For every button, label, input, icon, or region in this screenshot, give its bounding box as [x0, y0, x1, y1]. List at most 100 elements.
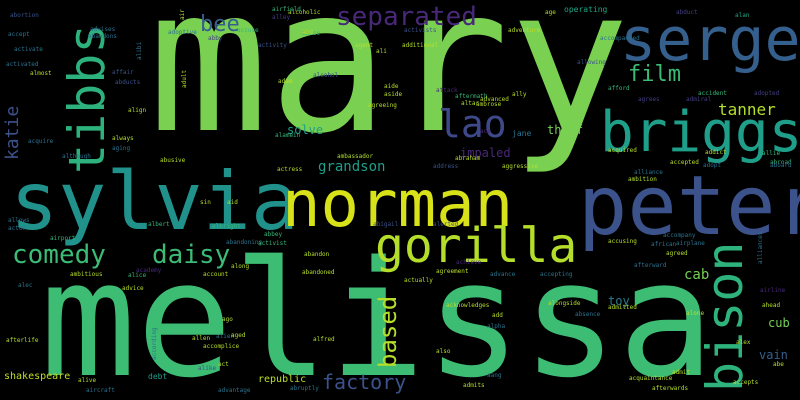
word-alike: alike — [198, 365, 217, 372]
word-advance: advance — [490, 271, 516, 278]
word-adoptive: adoptive — [168, 29, 197, 36]
word-airfield: airfield — [272, 6, 301, 13]
word-abandon: abandon — [304, 251, 330, 258]
word-albert: albert — [148, 221, 170, 228]
word-albright: albright — [212, 223, 241, 230]
word-alfred: alfred — [313, 336, 335, 343]
word-accompany: accompany — [663, 232, 696, 239]
word-accepted: accepted — [670, 159, 699, 166]
word-abandoned: abandoned — [302, 269, 335, 276]
word-briggs: briggs — [600, 100, 800, 165]
word-accepts: accepts — [733, 379, 759, 386]
word-comedy: comedy — [12, 240, 106, 270]
word-ambassador: ambassador — [337, 153, 374, 160]
word-bee: bee — [200, 12, 240, 37]
word-almost: almost — [30, 70, 52, 77]
word-activate: activate — [14, 46, 43, 53]
word-activist: activist — [258, 240, 287, 247]
word-adopted: adopted — [754, 90, 780, 97]
word-ahead: ahead — [762, 302, 781, 309]
word-accept: accept — [8, 31, 30, 38]
word-acquaintance: acquaintance — [629, 375, 673, 382]
word-advice: advice — [122, 285, 144, 292]
word-adopt: adopt — [703, 162, 722, 169]
word-afterlife: afterlife — [6, 337, 39, 344]
word-solve: solve — [287, 123, 324, 137]
word-academy: academy — [136, 267, 162, 274]
word-acquire: acquire — [28, 138, 54, 145]
word-daisy: daisy — [152, 240, 231, 270]
word-abuse: abuse — [302, 30, 321, 37]
word-acknowledges: acknowledges — [446, 302, 490, 309]
word-aging: aging — [112, 145, 131, 152]
word-achieve: achieve — [456, 259, 482, 266]
word-abraham: abraham — [455, 155, 481, 162]
word-alley: alley — [272, 14, 291, 21]
word-ambrose: ambrose — [476, 101, 502, 108]
word-operating: operating — [564, 5, 608, 14]
word-toy: toy — [608, 294, 630, 308]
word-abducts: abducts — [115, 79, 141, 86]
word-ali: ali — [376, 48, 387, 55]
word-accuse: accuse — [237, 27, 259, 34]
word-advantage: advantage — [218, 387, 251, 394]
word-adventure: adventure — [508, 27, 541, 34]
word-separated: separated — [336, 2, 477, 32]
word-bison: bison — [696, 241, 754, 392]
word-although: although — [62, 153, 91, 160]
word-admits: admits — [463, 382, 485, 389]
word-air: air — [179, 9, 186, 20]
word-aftermath: aftermath — [455, 93, 488, 100]
word-accompanied: accompanied — [600, 35, 640, 42]
word-add: add — [492, 312, 503, 319]
word-account: account — [203, 271, 229, 278]
word-alibi: alibi — [136, 41, 143, 60]
word-agreement: agreement — [436, 268, 469, 275]
word-aggressive: aggressive — [502, 163, 539, 170]
word-afford: afford — [608, 85, 630, 92]
word-abe: abe — [773, 361, 784, 368]
word-attack: attack — [436, 87, 458, 94]
word-abruptly: abruptly — [290, 385, 319, 392]
word-tibbs: tibbs — [58, 23, 116, 174]
word-admitted: admitted — [608, 304, 637, 311]
word-abu: abu — [302, 29, 313, 36]
word-agreed: agreed — [666, 250, 688, 257]
word-norman: norman — [282, 168, 514, 242]
word-aide: aide — [384, 83, 399, 90]
word-ambitious: ambitious — [70, 271, 103, 278]
word-allows: allows — [8, 217, 30, 224]
word-abroad: abroad — [770, 159, 792, 166]
word-alec: alec — [18, 282, 33, 289]
word-aang: aang — [487, 372, 502, 379]
word-airline: airline — [760, 287, 786, 294]
word-ambition: ambition — [628, 176, 657, 183]
word-airport: airport — [50, 235, 76, 242]
word-aircraft: aircraft — [86, 387, 115, 394]
word-alcoholic: alcoholic — [288, 9, 321, 16]
word-actually: actually — [404, 277, 433, 284]
word-alliances: alliances — [757, 231, 764, 264]
word-sylvia: sylvia — [10, 155, 299, 248]
word-katie: katie — [2, 105, 23, 160]
word-actor: actor — [8, 225, 27, 232]
word-alice: alice — [128, 272, 147, 279]
word-agrees: agrees — [638, 96, 660, 103]
word-aboard: aboard — [770, 162, 792, 169]
word-addict: addict — [705, 149, 727, 156]
word-cab: cab — [684, 267, 710, 283]
word-alpha: alpha — [487, 323, 506, 330]
word-alone: alone — [686, 310, 705, 317]
word-film: film — [628, 62, 681, 87]
word-adult: adult — [181, 69, 188, 88]
word-allowing: allowing — [577, 59, 606, 66]
word-altar: altar — [461, 100, 480, 107]
word-admiral: admiral — [686, 96, 712, 103]
word-african: african — [651, 241, 677, 248]
word-abbey: abbey — [264, 231, 283, 238]
word-sergei: sergei — [620, 5, 800, 75]
word-always: always — [112, 135, 134, 142]
word-activated: activated — [6, 61, 39, 68]
word-act: act — [218, 361, 229, 368]
word-alongside: alongside — [548, 300, 581, 307]
